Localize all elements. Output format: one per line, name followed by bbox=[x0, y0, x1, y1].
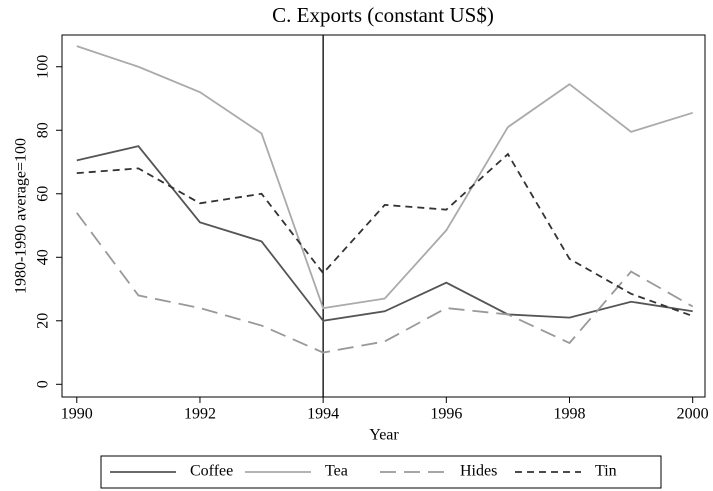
plot-frame bbox=[61, 34, 706, 398]
y-tick-label: 80 bbox=[35, 122, 52, 138]
legend-label: Tin bbox=[595, 463, 617, 480]
series-line bbox=[76, 152, 693, 317]
x-tick-label: 1992 bbox=[184, 406, 216, 423]
y-tick-label: 20 bbox=[35, 313, 52, 329]
y-tick-label: 60 bbox=[35, 186, 52, 202]
x-tick-label: 1996 bbox=[430, 406, 462, 423]
series-line bbox=[76, 45, 693, 310]
legend-label: Hides bbox=[460, 463, 497, 480]
chart-title: C. Exports (constant US$) bbox=[272, 3, 494, 27]
x-axis-title: Year bbox=[369, 427, 399, 444]
series-line bbox=[76, 212, 694, 354]
legend-label: Coffee bbox=[190, 463, 233, 480]
x-tick-label: 2000 bbox=[677, 406, 709, 423]
y-tick-label: 100 bbox=[35, 55, 52, 79]
legend-label: Tea bbox=[325, 463, 348, 480]
y-axis-title: 1980-1990 average=100 bbox=[13, 138, 30, 294]
legend-box bbox=[100, 455, 662, 489]
x-tick-label: 1998 bbox=[554, 406, 586, 423]
x-tick-label: 1990 bbox=[61, 406, 93, 423]
series-line bbox=[76, 145, 693, 322]
y-tick-label: 0 bbox=[35, 380, 52, 388]
x-tick-label: 1994 bbox=[307, 406, 339, 423]
y-tick-label: 40 bbox=[35, 249, 52, 265]
